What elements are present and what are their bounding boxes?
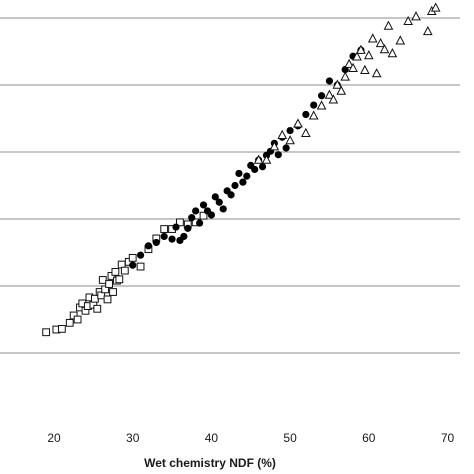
- point-square-0: [42, 328, 51, 337]
- point-triangle-0: [253, 154, 264, 164]
- point-triangle-18: [360, 64, 370, 74]
- x-tick-label-20: 20: [47, 431, 61, 445]
- point-square-15: [97, 291, 106, 300]
- data-points: [42, 2, 441, 337]
- point-triangle-26: [395, 35, 406, 45]
- point-square-17: [101, 285, 110, 294]
- point-square-12: [91, 294, 99, 303]
- x-tick-label-30: 30: [126, 431, 140, 445]
- point-square-26: [120, 266, 129, 275]
- point-triangle-1: [261, 154, 272, 164]
- point-triangle-22: [375, 37, 386, 48]
- point-triangle-13: [340, 71, 351, 81]
- point-circle-16: [211, 193, 219, 201]
- point-circle-24: [243, 172, 251, 180]
- point-circle-17: [215, 198, 223, 206]
- point-triangle-25: [387, 48, 398, 58]
- point-triangle-10: [328, 94, 339, 104]
- point-square-24: [115, 275, 124, 284]
- point-square-32: [160, 225, 169, 233]
- point-circle-38: [310, 101, 318, 109]
- point-square-22: [111, 268, 120, 276]
- point-square-19: [105, 280, 113, 288]
- point-circle-23: [239, 178, 247, 186]
- x-tick-label-40: 40: [205, 431, 219, 445]
- point-square-34: [176, 218, 184, 227]
- point-circle-6: [172, 223, 180, 231]
- point-circle-18: [219, 205, 227, 213]
- point-triangle-24: [383, 20, 394, 30]
- x-axis-label: Wet chemistry NDF (%): [144, 456, 276, 470]
- point-square-16: [98, 276, 107, 284]
- point-circle-26: [251, 165, 259, 174]
- point-square-20: [107, 272, 116, 280]
- point-square-21: [109, 288, 117, 296]
- point-circle-13: [199, 201, 208, 209]
- x-tick-label-70: 70: [441, 431, 455, 445]
- point-circle-9: [184, 224, 192, 232]
- point-circle-39: [317, 92, 326, 100]
- point-triangle-23: [379, 44, 390, 54]
- point-circle-21: [231, 181, 239, 190]
- point-triangle-11: [332, 79, 343, 89]
- point-square-4: [69, 311, 78, 320]
- point-triangle-29: [422, 25, 433, 36]
- point-triangle-31: [430, 2, 441, 12]
- point-square-13: [93, 304, 102, 313]
- point-triangle-5: [293, 118, 303, 128]
- point-circle-8: [180, 232, 188, 241]
- point-square-18: [103, 295, 112, 304]
- point-circle-11: [192, 207, 200, 215]
- point-triangle-19: [363, 50, 374, 60]
- point-circle-1: [136, 251, 145, 259]
- point-circle-34: [282, 144, 290, 152]
- point-circle-35: [286, 126, 294, 135]
- point-triangle-28: [411, 11, 421, 21]
- point-triangle-17: [356, 44, 366, 54]
- point-circle-28: [258, 163, 267, 171]
- point-triangle-2: [269, 141, 280, 151]
- point-triangle-20: [367, 33, 378, 43]
- point-circle-32: [274, 151, 282, 159]
- horizontal-gridlines: [0, 17, 460, 354]
- x-tick-label-50: 50: [283, 431, 297, 445]
- point-circle-20: [227, 191, 235, 199]
- point-triangle-3: [277, 129, 288, 139]
- point-square-5: [73, 315, 82, 324]
- point-triangle-27: [403, 15, 413, 26]
- point-circle-2: [144, 242, 153, 250]
- point-square-29: [136, 262, 145, 271]
- point-triangle-14: [344, 58, 354, 68]
- point-circle-22: [235, 169, 243, 178]
- point-square-28: [128, 253, 137, 262]
- x-tick-label-60: 60: [362, 431, 376, 445]
- point-triangle-8: [316, 100, 327, 110]
- point-circle-4: [160, 232, 168, 241]
- x-axis-tick-labels: 20 30 40 50 60 70: [47, 431, 454, 445]
- point-circle-40: [325, 77, 334, 85]
- point-circle-15: [207, 211, 215, 219]
- point-circle-3: [152, 238, 160, 247]
- point-square-3: [65, 318, 74, 327]
- point-triangle-16: [352, 51, 362, 61]
- point-triangle-12: [336, 85, 347, 95]
- point-triangle-6: [301, 127, 311, 137]
- point-circle-12: [195, 219, 204, 227]
- point-triangle-7: [308, 110, 319, 120]
- point-triangle-21: [371, 68, 382, 78]
- point-circle-37: [302, 110, 310, 119]
- point-circle-10: [188, 214, 196, 222]
- point-circle-0: [129, 261, 137, 269]
- point-circle-5: [168, 235, 176, 243]
- point-triangle-4: [285, 135, 295, 145]
- point-square-37: [199, 211, 208, 220]
- point-triangle-15: [348, 62, 358, 72]
- point-triangle-9: [324, 89, 335, 99]
- point-square-2: [57, 324, 66, 333]
